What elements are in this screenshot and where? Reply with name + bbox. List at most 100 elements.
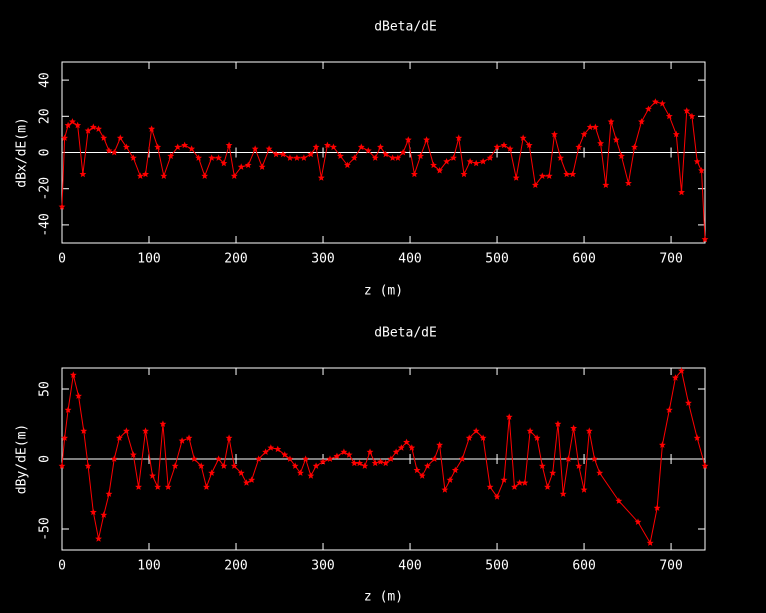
- y-tick-label: 40: [38, 72, 53, 88]
- star-marker: [307, 472, 315, 479]
- chart-title: dBeta/dE: [374, 326, 437, 341]
- star-marker: [511, 483, 518, 490]
- star-marker: [333, 452, 341, 460]
- star-marker: [392, 448, 400, 455]
- star-marker: [181, 141, 189, 149]
- star-marker: [262, 448, 270, 455]
- star-marker: [340, 448, 348, 455]
- star-marker: [612, 136, 620, 143]
- star-marker: [142, 170, 149, 178]
- star-marker: [446, 476, 454, 483]
- star-marker: [418, 472, 426, 479]
- star-marker: [651, 98, 659, 105]
- star-marker: [190, 455, 198, 462]
- star-marker: [646, 539, 654, 546]
- star-marker: [634, 518, 642, 525]
- star-marker: [549, 469, 557, 476]
- star-marker: [116, 134, 124, 141]
- star-marker: [377, 143, 384, 150]
- star-marker: [208, 154, 216, 161]
- star-marker: [58, 462, 66, 469]
- star-marker: [564, 455, 572, 462]
- star-marker: [607, 118, 615, 125]
- star-marker: [436, 441, 444, 448]
- x-tick-label: 700: [659, 559, 682, 574]
- star-marker: [323, 141, 331, 149]
- star-marker: [460, 170, 468, 178]
- star-marker: [105, 147, 113, 154]
- star-marker: [671, 374, 679, 381]
- star-marker: [512, 174, 520, 181]
- star-marker: [424, 462, 431, 469]
- star-marker: [135, 483, 142, 490]
- star-marker: [159, 420, 167, 427]
- star-marker: [466, 157, 474, 165]
- star-marker: [361, 462, 369, 469]
- star-marker: [569, 170, 577, 178]
- star-marker: [100, 134, 108, 141]
- star-marker: [585, 427, 593, 434]
- star-marker: [366, 448, 374, 455]
- star-marker: [653, 504, 661, 511]
- star-marker: [615, 497, 623, 504]
- star-marker: [521, 479, 529, 486]
- star-marker: [258, 163, 266, 170]
- star-marker: [312, 462, 320, 469]
- star-marker: [472, 159, 480, 167]
- star-marker: [455, 134, 463, 141]
- star-marker: [312, 143, 320, 150]
- star-marker: [580, 486, 588, 493]
- star-marker: [203, 483, 210, 490]
- star-marker: [225, 141, 233, 149]
- star-marker: [185, 434, 193, 441]
- star-marker: [110, 455, 118, 462]
- star-marker: [129, 154, 137, 161]
- star-marker: [665, 112, 673, 120]
- star-marker: [506, 145, 514, 152]
- star-marker: [397, 444, 405, 451]
- star-marker: [458, 455, 466, 462]
- star-marker: [274, 445, 282, 453]
- star-marker: [389, 154, 397, 161]
- star-marker: [364, 147, 372, 154]
- star-marker: [291, 462, 299, 469]
- x-tick-label: 700: [659, 252, 682, 267]
- star-marker: [116, 434, 123, 441]
- star-marker: [538, 462, 546, 469]
- x-tick-label: 200: [224, 559, 247, 574]
- star-marker: [84, 127, 92, 134]
- star-marker: [618, 152, 625, 160]
- x-tick-label: 500: [485, 252, 508, 267]
- star-marker: [220, 159, 228, 167]
- star-marker: [345, 451, 353, 458]
- x-tick-label: 400: [398, 559, 421, 574]
- star-marker: [243, 479, 250, 486]
- star-marker: [350, 459, 358, 467]
- star-marker: [685, 399, 692, 406]
- star-marker: [559, 490, 567, 497]
- star-marker: [526, 427, 534, 434]
- star-marker: [105, 490, 113, 497]
- y-tick-label: 0: [38, 149, 53, 157]
- star-marker: [154, 483, 162, 490]
- star-marker: [58, 203, 66, 210]
- x-tick-label: 300: [311, 252, 334, 267]
- x-tick-label: 100: [137, 559, 160, 574]
- star-marker: [267, 444, 275, 451]
- star-marker: [265, 145, 273, 152]
- star-marker: [75, 392, 82, 399]
- star-marker: [80, 427, 88, 434]
- star-marker: [230, 462, 238, 469]
- y-tick-label: 0: [38, 455, 53, 463]
- star-marker: [171, 462, 179, 469]
- star-marker: [215, 455, 223, 462]
- star-marker: [154, 143, 162, 150]
- star-marker: [382, 459, 390, 467]
- star-marker: [479, 434, 487, 441]
- star-marker: [281, 451, 289, 458]
- star-marker: [69, 118, 76, 125]
- star-marker: [255, 455, 263, 462]
- x-tick-label: 0: [58, 252, 66, 267]
- x-tick-label: 600: [572, 559, 595, 574]
